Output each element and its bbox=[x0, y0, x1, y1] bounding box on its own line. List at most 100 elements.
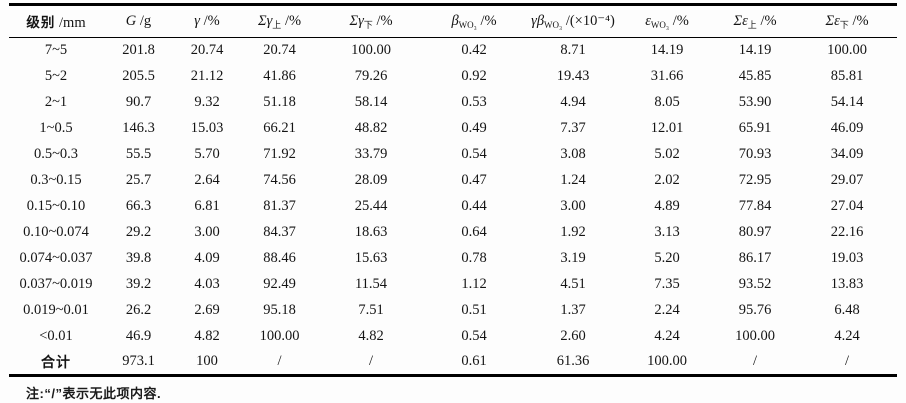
column-symbol: β bbox=[451, 13, 459, 29]
row-label-cell: 0.5~0.3 bbox=[33, 146, 79, 162]
table-cell: 18.63 bbox=[354, 224, 388, 240]
table-cell: 55.5 bbox=[125, 146, 152, 162]
table-cell: 15.63 bbox=[354, 250, 388, 266]
table-cell: / bbox=[752, 353, 758, 370]
column-unit: /% bbox=[199, 13, 220, 29]
table-cell: / bbox=[277, 353, 282, 370]
row-label-cell: 5~2 bbox=[44, 68, 68, 84]
table-cell: 80.97 bbox=[738, 224, 772, 240]
table-cell: 26.2 bbox=[125, 302, 152, 318]
row-label-cell: 7~5 bbox=[44, 42, 68, 59]
table-row: 7~5 201.8 20.74 20.74 100.00 0.42 8.71 14.19 14.… bbox=[9, 38, 897, 64]
column-symbol: γ bbox=[194, 13, 200, 29]
table-cell: 4.82 bbox=[358, 328, 384, 344]
table-cell: 0.61 bbox=[461, 353, 487, 370]
table-cell: 61.36 bbox=[556, 353, 590, 370]
table-row: 2~1 90.7 9.32 51.18 58.14 0.53 4.94 8.05 53.90 54… bbox=[9, 90, 897, 116]
column-unit: /mm bbox=[55, 15, 86, 31]
table-cell: 19.03 bbox=[830, 250, 864, 266]
table-cell: 7.35 bbox=[654, 276, 680, 292]
table-cell: 3.13 bbox=[654, 224, 680, 240]
table-cell: 14.19 bbox=[650, 42, 684, 59]
table-cell: 65.91 bbox=[738, 120, 772, 136]
table-cell: 8.05 bbox=[654, 94, 680, 110]
table-cell: 22.16 bbox=[830, 224, 864, 240]
row-label-cell: 0.10~0.074 bbox=[23, 224, 89, 240]
table-cell: 4.24 bbox=[834, 328, 860, 344]
table-cell: 66.21 bbox=[263, 120, 296, 136]
table-cell: 9.32 bbox=[194, 94, 220, 110]
table-cell: 72.95 bbox=[738, 172, 772, 188]
table-row: 合计 973.1 100 / / 0.61 61.36 100.00 / / bbox=[9, 350, 897, 376]
table-cell: 3.00 bbox=[194, 224, 220, 240]
table-cell: 95.18 bbox=[263, 302, 296, 318]
table-cell: 39.2 bbox=[125, 276, 152, 292]
column-unit: /g bbox=[136, 13, 152, 29]
table-cell: 0.51 bbox=[461, 302, 487, 318]
table-row: 0.15~0.10 66.3 6.81 81.37 25.44 0.44 3.00 4.89 7… bbox=[9, 194, 897, 220]
table-cell: 205.5 bbox=[122, 68, 155, 84]
table-cell: 77.84 bbox=[738, 198, 772, 214]
row-label-cell: 0.3~0.15 bbox=[30, 172, 82, 188]
table-cell: 2.24 bbox=[654, 302, 680, 318]
column-header: 级别 /mm bbox=[9, 4, 103, 38]
table-cell: 146.3 bbox=[122, 120, 155, 136]
table-cell: 7.37 bbox=[560, 120, 586, 136]
table-cell: 11.54 bbox=[354, 276, 388, 292]
table-header: 级别 /mm G /g γ /% Σγ上 /% Σγ下 /% βWO₃ /% γβWO₃ /… bbox=[9, 4, 897, 38]
table-cell: 100.00 bbox=[351, 42, 391, 59]
column-header: βWO₃ /% bbox=[423, 4, 525, 38]
column-unit: /% bbox=[281, 12, 302, 29]
table-cell: 6.81 bbox=[194, 198, 220, 214]
column-symbol: ε bbox=[645, 13, 651, 29]
table-row: 0.037~0.019 39.2 4.03 92.49 11.54 1.12 4.51 7.3… bbox=[9, 272, 897, 298]
table-cell: 28.09 bbox=[354, 172, 388, 188]
column-symbol: γβ bbox=[531, 13, 545, 29]
table-cell: 5.70 bbox=[194, 146, 220, 162]
column-subscript: WO₃ bbox=[650, 20, 670, 30]
table-cell: 12.01 bbox=[650, 120, 684, 136]
table-cell: 2.69 bbox=[194, 302, 220, 318]
table-row: 1~0.5 146.3 15.03 66.21 48.82 0.49 7.37 12.01 65… bbox=[9, 116, 897, 142]
table-cell: 6.48 bbox=[834, 302, 860, 318]
column-symbol: Σγ bbox=[349, 12, 364, 29]
data-table: 级别 /mm G /g γ /% Σγ上 /% Σγ下 /% βWO₃ /% γβWO₃ /… bbox=[9, 3, 897, 377]
table-cell: 100.00 bbox=[735, 328, 775, 344]
table-cell: 0.49 bbox=[461, 120, 487, 136]
column-symbol: Σε bbox=[825, 12, 840, 29]
table-cell: 973.1 bbox=[122, 353, 155, 370]
table-cell: 92.49 bbox=[263, 276, 296, 292]
column-header: εWO₃ /% bbox=[621, 4, 713, 38]
table-cell: 4.03 bbox=[194, 276, 220, 292]
table-row: 5~2 205.5 21.12 41.86 79.26 0.92 19.43 31.66 45.… bbox=[9, 64, 897, 90]
table-cell: 88.46 bbox=[263, 250, 296, 266]
table-row: 0.5~0.3 55.5 5.70 71.92 33.79 0.54 3.08 5.02 70.… bbox=[9, 142, 897, 168]
table-cell: 0.54 bbox=[461, 328, 487, 344]
table-cell: 27.04 bbox=[830, 198, 864, 214]
column-unit: /% bbox=[669, 13, 689, 29]
column-subscript: 下 bbox=[363, 19, 373, 30]
table-cell: 46.9 bbox=[125, 328, 152, 344]
table-cell: 86.17 bbox=[738, 250, 772, 266]
column-symbol: 级别 bbox=[26, 15, 56, 30]
table-cell: 0.42 bbox=[461, 42, 487, 59]
column-header: Σε下 /% bbox=[797, 4, 897, 38]
table-cell: 4.94 bbox=[560, 94, 586, 110]
table-cell: 81.37 bbox=[263, 198, 296, 214]
table-note: 注:“/”表示无此项内容. bbox=[26, 386, 162, 401]
table-cell: 4.51 bbox=[560, 276, 586, 292]
table-cell: 1.37 bbox=[560, 302, 586, 318]
table-cell: 79.26 bbox=[354, 68, 388, 84]
table-cell: / bbox=[844, 353, 850, 370]
table-row: 0.019~0.01 26.2 2.69 95.18 7.51 0.51 1.37 2.24 9… bbox=[9, 298, 897, 324]
row-label-cell: 合计 bbox=[41, 353, 71, 370]
table-cell: 84.37 bbox=[263, 224, 296, 240]
row-label-cell: 0.037~0.019 bbox=[19, 276, 93, 292]
table-cell: 2.02 bbox=[654, 172, 680, 188]
column-symbol: Σγ bbox=[257, 12, 273, 29]
table-cell: 100.00 bbox=[647, 353, 687, 370]
column-subscript: 上 bbox=[747, 19, 757, 30]
table-cell: 29.07 bbox=[830, 172, 864, 188]
column-unit: /% bbox=[756, 12, 777, 29]
table-cell: 41.86 bbox=[263, 68, 296, 84]
